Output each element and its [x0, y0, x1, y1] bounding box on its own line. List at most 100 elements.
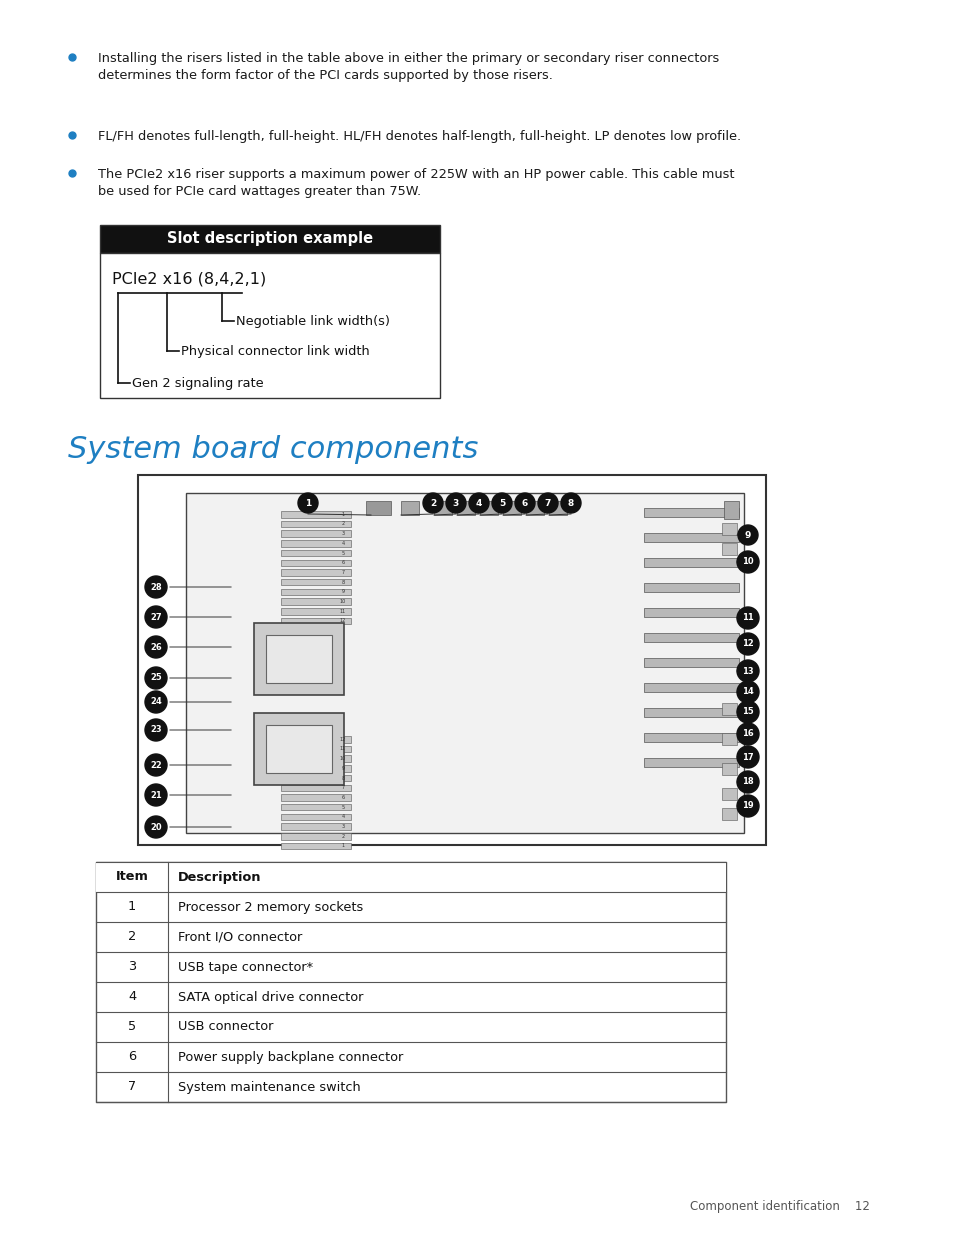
- Bar: [548, 501, 566, 515]
- Text: 1: 1: [341, 511, 344, 516]
- Bar: [525, 501, 543, 515]
- Circle shape: [737, 606, 759, 629]
- Bar: [643, 508, 739, 517]
- Text: Component identification    12: Component identification 12: [689, 1200, 869, 1213]
- Bar: [281, 832, 351, 840]
- Bar: [643, 658, 739, 667]
- Text: 4: 4: [341, 541, 344, 546]
- Text: 7: 7: [128, 1081, 136, 1093]
- Text: 26: 26: [150, 642, 162, 652]
- Bar: [502, 501, 520, 515]
- Circle shape: [737, 722, 759, 745]
- Text: 2: 2: [341, 834, 344, 839]
- Circle shape: [469, 493, 489, 513]
- Circle shape: [297, 493, 317, 513]
- Bar: [281, 608, 351, 615]
- Bar: [281, 794, 351, 800]
- Bar: [96, 862, 725, 1102]
- Text: 25: 25: [150, 673, 162, 683]
- Circle shape: [560, 493, 580, 513]
- Text: 3: 3: [341, 824, 344, 829]
- Text: 12: 12: [339, 619, 346, 624]
- Circle shape: [145, 692, 167, 713]
- Bar: [400, 501, 418, 515]
- Text: 27: 27: [150, 613, 162, 621]
- Text: Processor 2 memory sockets: Processor 2 memory sockets: [178, 900, 363, 914]
- Circle shape: [145, 719, 167, 741]
- Text: 12: 12: [741, 640, 753, 648]
- Text: 23: 23: [150, 725, 162, 735]
- Bar: [281, 569, 351, 576]
- Text: 5: 5: [341, 551, 344, 556]
- Bar: [281, 550, 351, 556]
- Bar: [643, 634, 739, 642]
- Text: USB connector: USB connector: [178, 1020, 274, 1034]
- Text: 8: 8: [567, 499, 574, 508]
- Text: 10: 10: [741, 557, 753, 567]
- Text: 9: 9: [341, 589, 344, 594]
- Bar: [281, 784, 351, 790]
- Bar: [281, 530, 351, 537]
- Circle shape: [145, 667, 167, 689]
- Text: 1: 1: [341, 844, 344, 848]
- Bar: [721, 734, 737, 745]
- Text: 7: 7: [341, 785, 344, 790]
- Circle shape: [737, 680, 759, 703]
- Text: Installing the risers listed in the table above in either the primary or seconda: Installing the risers listed in the tabl…: [98, 52, 719, 83]
- Circle shape: [492, 493, 512, 513]
- Text: 5: 5: [498, 499, 504, 508]
- Circle shape: [737, 771, 759, 793]
- Text: 6: 6: [521, 499, 528, 508]
- Bar: [266, 725, 332, 773]
- Bar: [721, 703, 737, 715]
- Bar: [723, 501, 739, 519]
- Circle shape: [737, 795, 759, 818]
- Bar: [281, 842, 351, 850]
- Text: Item: Item: [115, 871, 149, 883]
- Text: USB tape connector*: USB tape connector*: [178, 961, 313, 973]
- Text: 13: 13: [741, 667, 753, 676]
- Circle shape: [737, 701, 759, 722]
- Text: 9: 9: [744, 531, 750, 540]
- Text: 18: 18: [741, 778, 753, 787]
- Text: 8: 8: [341, 579, 344, 584]
- Bar: [281, 618, 351, 624]
- Text: Description: Description: [178, 871, 261, 883]
- Text: 3: 3: [128, 961, 136, 973]
- Bar: [100, 253, 439, 398]
- Text: 4: 4: [476, 499, 481, 508]
- Text: 19: 19: [741, 802, 753, 810]
- Circle shape: [537, 493, 558, 513]
- Text: 15: 15: [741, 708, 753, 716]
- Bar: [721, 808, 737, 820]
- Text: 10: 10: [339, 599, 346, 604]
- Bar: [281, 766, 351, 772]
- Text: 11: 11: [741, 614, 753, 622]
- Circle shape: [737, 746, 759, 768]
- Bar: [281, 774, 351, 782]
- Circle shape: [145, 606, 167, 629]
- Bar: [138, 475, 765, 845]
- Bar: [643, 683, 739, 692]
- Text: 14: 14: [741, 688, 753, 697]
- Text: 8: 8: [341, 776, 344, 781]
- Text: The PCIe2 x16 riser supports a maximum power of 225W with an HP power cable. Thi: The PCIe2 x16 riser supports a maximum p…: [98, 168, 734, 199]
- Text: 17: 17: [741, 752, 753, 762]
- Bar: [643, 608, 739, 618]
- Text: SATA optical drive connector: SATA optical drive connector: [178, 990, 363, 1004]
- Bar: [253, 713, 344, 785]
- Text: 9: 9: [341, 766, 344, 771]
- Circle shape: [446, 493, 465, 513]
- Bar: [281, 579, 351, 585]
- Text: 2: 2: [341, 521, 344, 526]
- Bar: [281, 814, 351, 820]
- Text: Slot description example: Slot description example: [167, 231, 373, 247]
- Bar: [643, 734, 739, 742]
- Circle shape: [145, 784, 167, 806]
- Text: 2: 2: [128, 930, 136, 944]
- Bar: [721, 788, 737, 800]
- Bar: [100, 225, 439, 253]
- Bar: [281, 736, 351, 742]
- Text: 3: 3: [453, 499, 458, 508]
- Bar: [281, 511, 351, 517]
